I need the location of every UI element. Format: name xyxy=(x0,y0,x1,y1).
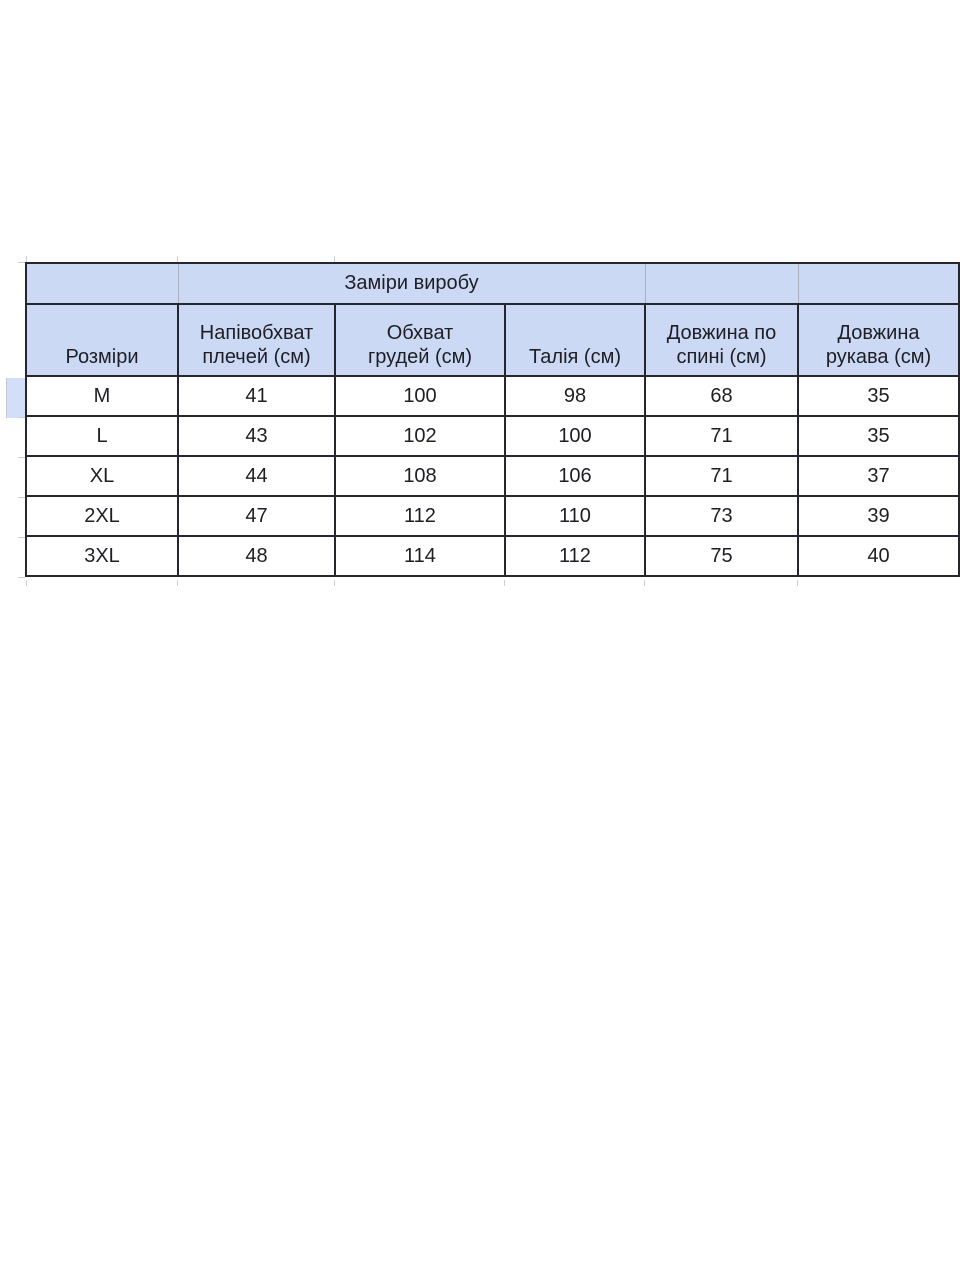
column-header-row: Розміри Напівобхват плечей (см) Обхват г… xyxy=(25,303,960,377)
column-header-label: Довжина xyxy=(837,322,920,344)
column-header-label: Розміри xyxy=(65,346,139,368)
value-cell: 106 xyxy=(504,455,646,497)
size-cell: 2XL xyxy=(25,495,179,537)
value-cell: 47 xyxy=(177,495,336,537)
table-row-3xl: 3XL 48 114 112 75 40 xyxy=(25,535,960,577)
gridline-stub xyxy=(504,580,505,586)
value-cell: 108 xyxy=(334,455,506,497)
size-cell: 3XL xyxy=(25,535,179,577)
value-cell: 40 xyxy=(797,535,960,577)
value-cell: 75 xyxy=(644,535,799,577)
size-cell: XL xyxy=(25,455,179,497)
value-cell: 68 xyxy=(644,375,799,417)
gridline-stub xyxy=(18,417,25,418)
table-row-l: L 43 102 100 71 35 xyxy=(25,415,960,457)
value-cell: 98 xyxy=(504,375,646,417)
column-header-label: Талія (см) xyxy=(528,346,621,368)
row-highlight-strip xyxy=(6,378,26,418)
column-header-label: Довжина по xyxy=(666,322,777,344)
column-header-label: Напівобхват xyxy=(199,322,314,344)
size-chart-table: Заміри виробу Розміри Напівобхват плечей… xyxy=(25,262,960,577)
value-cell: 44 xyxy=(177,455,336,497)
value-cell: 41 xyxy=(177,375,336,417)
value-cell: 43 xyxy=(177,415,336,457)
gridline-stub xyxy=(18,537,25,538)
value-cell: 35 xyxy=(797,415,960,457)
value-cell: 39 xyxy=(797,495,960,537)
column-header-sleeve-length: Довжина рукава (см) xyxy=(797,303,960,377)
value-cell: 48 xyxy=(177,535,336,577)
value-cell: 102 xyxy=(334,415,506,457)
gridline-stub xyxy=(644,580,645,586)
column-header-waist: Талія (см) xyxy=(504,303,646,377)
value-cell: 100 xyxy=(334,375,506,417)
value-cell: 100 xyxy=(504,415,646,457)
table-row-2xl: 2XL 47 112 110 73 39 xyxy=(25,495,960,537)
banner-empty-cell xyxy=(25,262,179,305)
column-header-half-shoulder: Напівобхват плечей (см) xyxy=(177,303,336,377)
value-cell: 110 xyxy=(504,495,646,537)
value-cell: 112 xyxy=(504,535,646,577)
value-cell: 112 xyxy=(334,495,506,537)
value-cell: 37 xyxy=(797,455,960,497)
column-header-sizes: Розміри xyxy=(25,303,179,377)
value-cell: 114 xyxy=(334,535,506,577)
banner-title: Заміри виробу xyxy=(177,262,646,305)
table-row-m: M 41 100 98 68 35 xyxy=(25,375,960,417)
gridline-stub xyxy=(18,262,25,263)
gridline-stub xyxy=(334,580,335,586)
gridline-stub xyxy=(797,580,798,586)
gridline-stub xyxy=(18,457,25,458)
gridline-stub xyxy=(177,580,178,586)
banner-empty-cell xyxy=(644,262,799,305)
gridline-stub xyxy=(334,256,335,262)
gridline-stub xyxy=(26,580,27,586)
column-header-back-length: Довжина по спині (см) xyxy=(644,303,799,377)
gridline-stub xyxy=(18,497,25,498)
gridline-stub xyxy=(18,577,25,578)
size-cell: M xyxy=(25,375,179,417)
value-cell: 71 xyxy=(644,415,799,457)
size-cell: L xyxy=(25,415,179,457)
column-header-label: Обхват xyxy=(386,322,454,344)
gridline-stub xyxy=(26,256,27,262)
banner-row: Заміри виробу xyxy=(25,262,960,305)
value-cell: 35 xyxy=(797,375,960,417)
banner-empty-cell xyxy=(797,262,960,305)
value-cell: 71 xyxy=(644,455,799,497)
value-cell: 73 xyxy=(644,495,799,537)
gridline-stub xyxy=(177,256,178,262)
column-header-chest: Обхват грудей (см) xyxy=(334,303,506,377)
table-row-xl: XL 44 108 106 71 37 xyxy=(25,455,960,497)
